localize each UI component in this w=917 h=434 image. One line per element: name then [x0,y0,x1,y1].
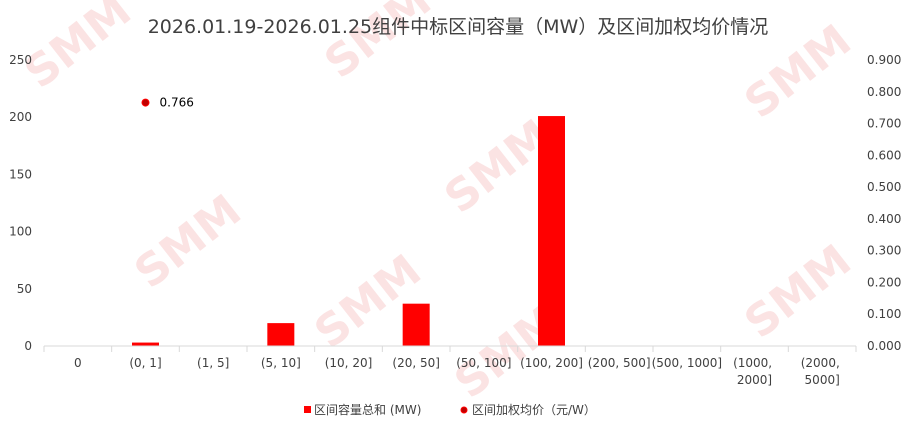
legend-scatter-swatch [460,406,468,414]
right-y-tick-label: 0.500 [867,180,901,194]
chart-title: 2026.01.19-2026.01.25组件中标区间容量（MW）及区间加权均价… [148,16,769,38]
x-category-label: (100, 200] [520,356,583,370]
watermark-text: SMM [735,235,860,349]
watermark-text: SMM [315,0,440,89]
right-y-axis: 0.000 0.100 0.200 0.300 0.400 0.500 0.600 0.700… [867,53,901,353]
legend: 区间容量总和 (MW) 区间加权均价（元/W） [304,402,596,417]
left-y-tick-label: 100 [9,225,32,239]
right-y-tick-label: 0.900 [867,53,901,67]
x-category-label: (1, 5] [197,356,229,370]
left-y-tick-label: 200 [9,110,32,124]
x-category-label: (1000, 2000] [733,356,776,387]
x-axis: 0 (0, 1] (1, 5] (5, 10] (10, 20] (20, 50] (50,… [43,345,857,387]
right-y-tick-label: 0.200 [867,275,901,289]
watermark-text: SMM [15,0,140,99]
right-y-tick-label: 0.000 [867,339,901,353]
bar-5 [402,303,430,346]
watermark-text: SMM [125,185,250,299]
x-category-label: (2000, 5000] [801,356,844,387]
right-y-tick-label: 0.100 [867,307,901,321]
right-y-tick-label: 0.400 [867,212,901,226]
legend-bar-swatch [304,406,311,413]
x-category-label: (5, 10] [261,356,301,370]
right-y-tick-label: 0.300 [867,244,901,258]
x-category-label: (500, 1000] [652,356,722,370]
right-y-tick-label: 0.700 [867,117,901,131]
scatter-series: 0.766 [141,96,194,110]
bar-series [132,116,565,346]
legend-scatter-label: 区间加权均价（元/W） [472,403,596,417]
x-category-label: (10, 20] [325,356,373,370]
bar-3 [267,323,295,346]
left-y-tick-label: 0 [24,339,32,353]
left-y-tick-label: 250 [9,53,32,67]
x-category-label: (200, 500] [588,356,651,370]
x-category-label: (20, 50] [392,356,440,370]
bar-1 [132,342,159,346]
left-y-tick-label: 150 [9,167,32,181]
left-y-tick-label: 50 [17,282,32,296]
legend-bar-label: 区间容量总和 (MW) [314,402,421,417]
x-category-label: (50, 100] [456,356,511,370]
x-category-label: 0 [74,356,82,370]
right-y-tick-label: 0.600 [867,148,901,162]
scatter-point-1 [141,98,150,107]
data-label-1: 0.766 [160,96,194,110]
x-category-label: (0, 1] [129,356,161,370]
bar-7 [538,116,565,346]
left-y-axis: 0 50 100 150 200 250 [9,53,32,353]
right-y-tick-label: 0.800 [867,85,901,99]
